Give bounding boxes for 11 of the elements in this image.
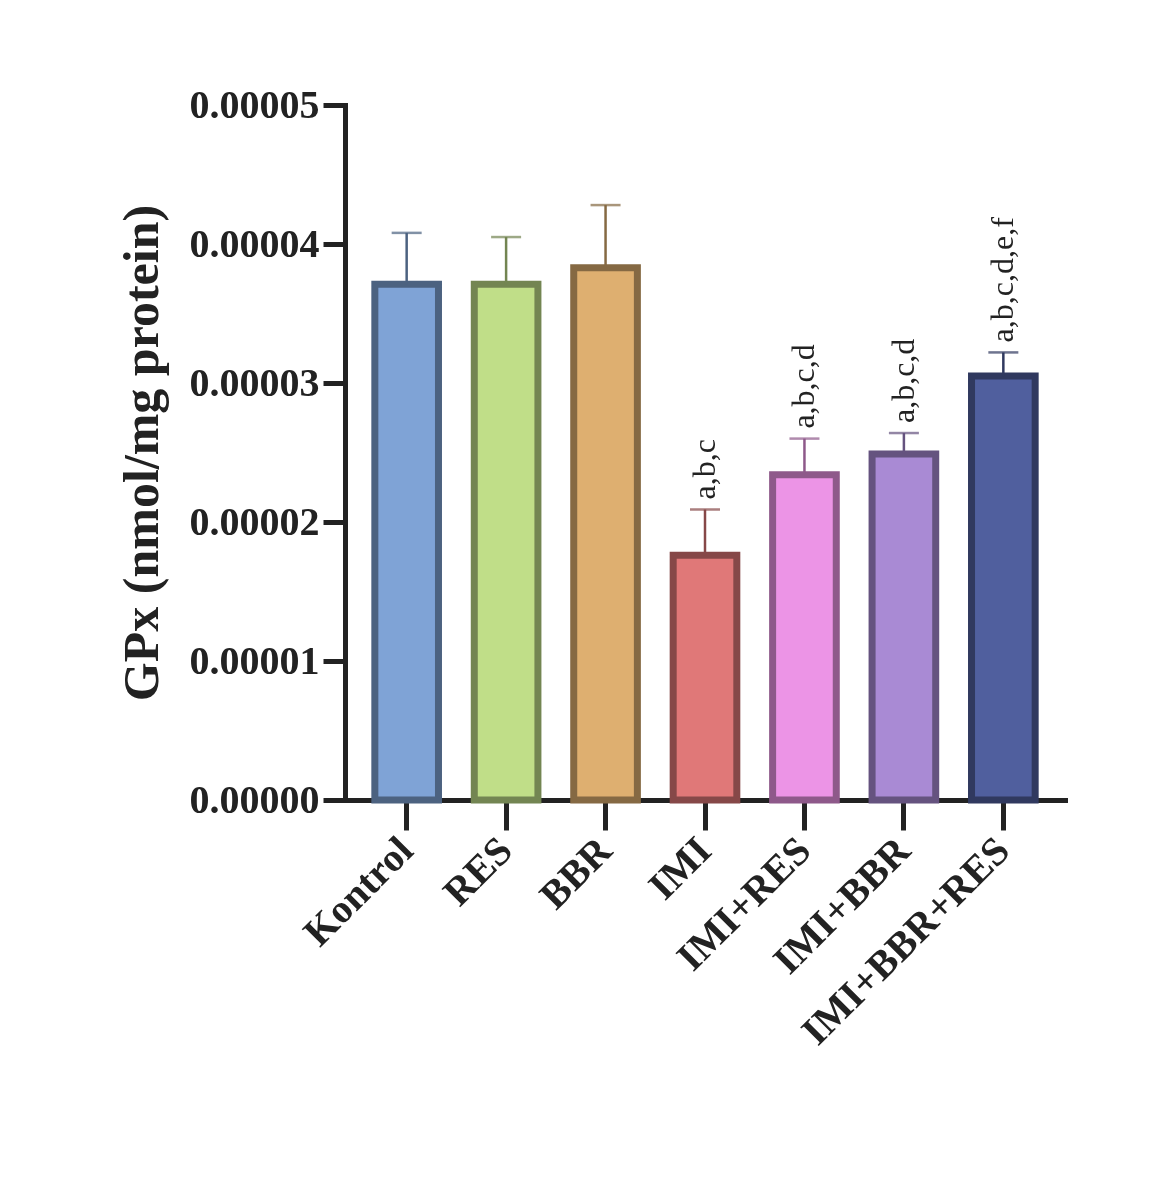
y-tick-label: 0.00005 (189, 81, 320, 127)
annotation: a,b,c,d,e,f (984, 216, 1021, 343)
y-tick-label: 0.00003 (189, 359, 320, 405)
y-axis-title: GPx (nmol/mg protein) (112, 204, 169, 702)
y-tick-label: 0.00000 (189, 776, 320, 822)
annotation: a,b,c,d (884, 338, 921, 424)
annotation: a,b,c (686, 439, 722, 500)
annotation: a,b,c,d (785, 344, 822, 429)
y-tick-label: 0.00001 (189, 637, 320, 683)
y-tick-label: 0.00004 (189, 220, 320, 266)
y-tick-label: 0.00002 (189, 498, 320, 544)
